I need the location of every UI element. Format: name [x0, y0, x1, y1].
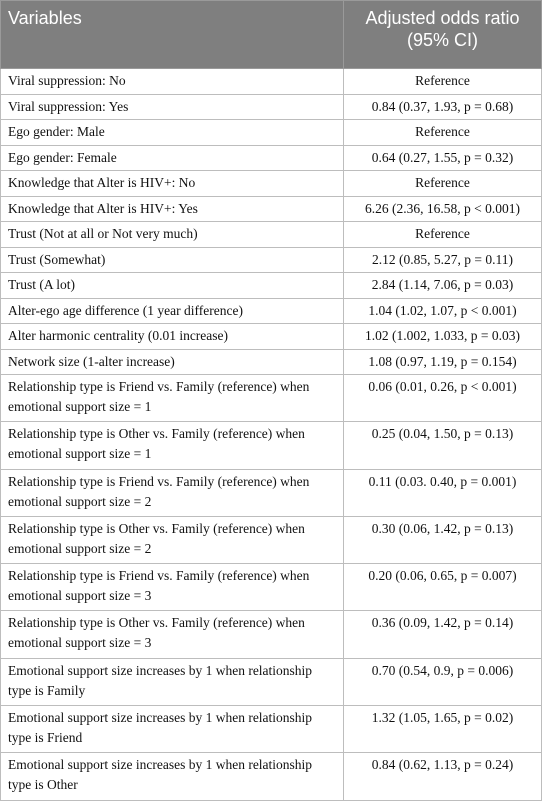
odds-ratio-cell: 1.02 (1.002, 1.033, p = 0.03) [343, 323, 542, 350]
variable-cell: Relationship type is Other vs. Family (r… [0, 421, 344, 470]
table-row: Emotional support size increases by 1 wh… [0, 752, 542, 801]
table-row: Knowledge that Alter is HIV+: No Referenc… [0, 170, 542, 197]
variable-cell: Alter-ego age difference (1 year differe… [0, 297, 344, 324]
odds-ratio-cell: 0.06 (0.01, 0.26, p < 0.001) [343, 373, 542, 423]
table-row: Viral suppression: No Reference [0, 68, 542, 95]
variable-cell: Emotional support size increases by 1 wh… [0, 705, 344, 754]
table-row: Emotional support size increases by 1 wh… [0, 705, 542, 754]
table-row: Trust (A lot) 2.84 (1.14, 7.06, p = 0.03) [0, 272, 542, 299]
odds-ratio-cell: 2.12 (0.85, 5.27, p = 0.11) [343, 246, 542, 273]
odds-ratio-cell: 1.04 (1.02, 1.07, p < 0.001) [343, 297, 542, 324]
odds-ratio-cell: 1.32 (1.05, 1.65, p = 0.02) [343, 705, 542, 754]
variable-cell: Viral suppression: No [0, 68, 344, 95]
variable-cell: Relationship type is Other vs. Family (r… [0, 515, 344, 565]
variable-cell: Knowledge that Alter is HIV+: Yes [0, 195, 344, 222]
odds-ratio-cell: 0.84 (0.62, 1.13, p = 0.24) [343, 752, 542, 801]
table-row: Ego gender: Female 0.64 (0.27, 1.55, p = … [0, 144, 542, 171]
odds-ratio-cell: Reference [343, 170, 542, 197]
odds-ratio-cell: 0.11 (0.03. 0.40, p = 0.001) [343, 468, 542, 517]
odds-ratio-cell: 0.30 (0.06, 1.42, p = 0.13) [343, 515, 542, 565]
header-cell: Variables [0, 0, 344, 69]
variable-cell: Relationship type is Other vs. Family (r… [0, 610, 344, 659]
odds-ratio-cell: 0.36 (0.09, 1.42, p = 0.14) [343, 610, 542, 659]
odds-ratio-cell: Reference [343, 68, 542, 95]
odds-ratio-cell: 0.25 (0.04, 1.50, p = 0.13) [343, 421, 542, 470]
table-row: Relationship type is Other vs. Family (r… [0, 610, 542, 659]
variable-cell: Knowledge that Alter is HIV+: No [0, 170, 344, 197]
variable-cell: Network size (1-alter increase) [0, 348, 344, 375]
odds-ratio-cell: 2.84 (1.14, 7.06, p = 0.03) [343, 272, 542, 299]
odds-ratio-cell: Reference [343, 221, 542, 248]
odds-ratio-cell: Reference [343, 119, 542, 146]
variable-cell: Alter harmonic centrality (0.01 increase… [0, 323, 344, 350]
table-row: Trust (Not at all or Not very much) Refer… [0, 221, 542, 248]
table-row: Alter-ego age difference (1 year differe… [0, 297, 542, 324]
table-row: Relationship type is Friend vs. Family (… [0, 468, 542, 517]
variable-cell: Emotional support size increases by 1 wh… [0, 657, 344, 707]
variable-cell: Ego gender: Male [0, 119, 344, 146]
header-cell: Adjusted odds ratio (95% CI) [343, 0, 542, 69]
table-row: Relationship type is Friend vs. Family (… [0, 373, 542, 423]
header-row: Variables Adjusted odds ratio (95% CI) [0, 0, 542, 69]
table-row: Viral suppression: Yes 0.84 (0.37, 1.93, … [0, 93, 542, 120]
variable-cell: Trust (A lot) [0, 272, 344, 299]
table-row: Relationship type is Other vs. Family (r… [0, 515, 542, 565]
variable-cell: Relationship type is Friend vs. Family (… [0, 373, 344, 423]
table-row: Ego gender: Male Reference [0, 119, 542, 146]
table-row: Relationship type is Other vs. Family (r… [0, 421, 542, 470]
variable-cell: Relationship type is Friend vs. Family (… [0, 563, 344, 612]
table-body: Viral suppression: No Reference Viral supp… [0, 68, 542, 801]
odds-ratio-cell: 6.26 (2.36, 16.58, p < 0.001) [343, 195, 542, 222]
table-row: Network size (1-alter increase) 1.08 (0.9… [0, 348, 542, 375]
variable-cell: Emotional support size increases by 1 wh… [0, 752, 344, 801]
table-row: Knowledge that Alter is HIV+: Yes 6.26 (2… [0, 195, 542, 222]
odds-ratio-cell: 0.70 (0.54, 0.9, p = 0.006) [343, 657, 542, 707]
variable-cell: Relationship type is Friend vs. Family (… [0, 468, 344, 517]
odds-ratio-cell: 0.84 (0.37, 1.93, p = 0.68) [343, 93, 542, 120]
table-header: Variables Adjusted odds ratio (95% CI) [0, 0, 542, 69]
odds-ratio-cell: 0.20 (0.06, 0.65, p = 0.007) [343, 563, 542, 612]
odds-ratio-cell: 1.08 (0.97, 1.19, p = 0.154) [343, 348, 542, 375]
table-row: Alter harmonic centrality (0.01 increase… [0, 323, 542, 350]
table-row: Trust (Somewhat) 2.12 (0.85, 5.27, p = 0.… [0, 246, 542, 273]
table-row: Emotional support size increases by 1 wh… [0, 657, 542, 707]
odds-ratio-cell: 0.64 (0.27, 1.55, p = 0.32) [343, 144, 542, 171]
variable-cell: Trust (Not at all or Not very much) [0, 221, 344, 248]
variable-cell: Trust (Somewhat) [0, 246, 344, 273]
table-row: Relationship type is Friend vs. Family (… [0, 563, 542, 612]
variable-cell: Viral suppression: Yes [0, 93, 344, 120]
variable-cell: Ego gender: Female [0, 144, 344, 171]
